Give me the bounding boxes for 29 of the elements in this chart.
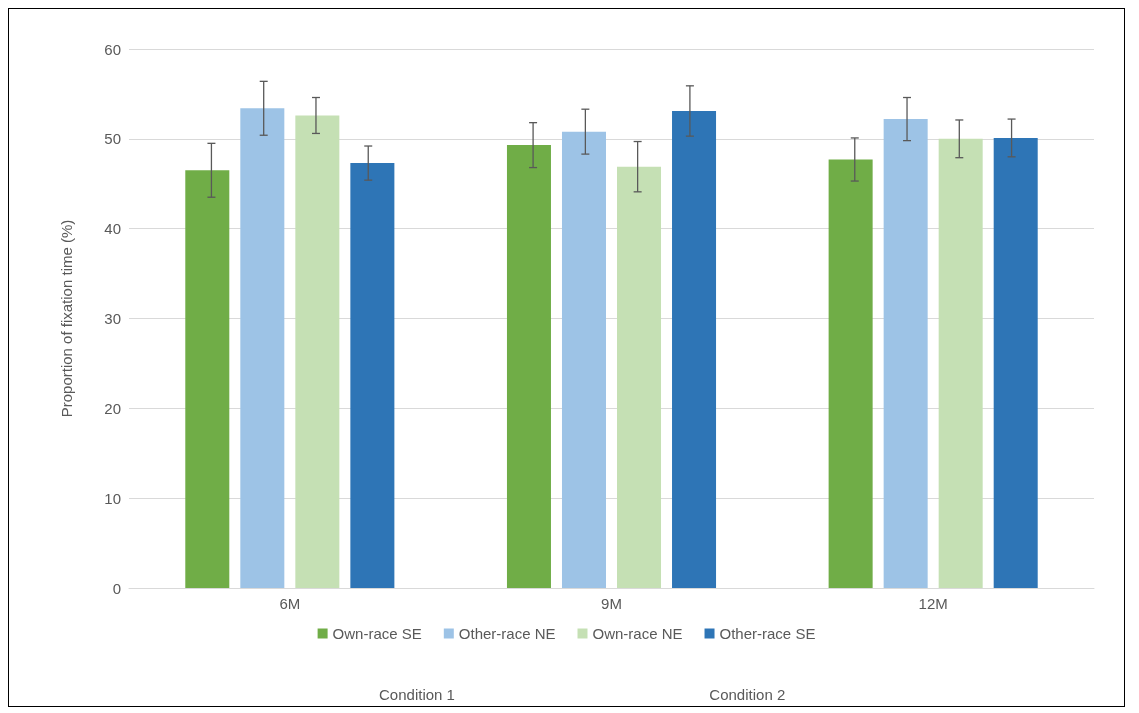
x-tick-label: 12M: [918, 595, 948, 612]
legend-label: Own-race SE: [332, 625, 422, 642]
bar: [617, 166, 662, 588]
y-tick-label: 0: [112, 579, 121, 597]
bar: [828, 159, 873, 588]
y-tick-label: 40: [104, 220, 121, 238]
x-tick-label: 9M: [601, 595, 622, 612]
bar: [295, 115, 340, 588]
bar: [506, 145, 551, 588]
bar: [240, 108, 285, 588]
text: Condition 1: [379, 686, 455, 703]
bar: [883, 119, 928, 588]
bar: [561, 131, 606, 588]
legend-label: Other-race NE: [458, 625, 556, 642]
x-tick-label: 6M: [279, 595, 301, 612]
bar: [350, 163, 395, 588]
bar: [993, 137, 1038, 588]
legend-label: Own-race NE: [592, 625, 683, 642]
bar: [938, 138, 983, 588]
bar: [185, 170, 230, 588]
y-tick-label: 10: [104, 489, 121, 507]
y-axis-title: Proportion of fixation time (%): [58, 219, 75, 418]
y-tick-label: 20: [104, 399, 121, 417]
text: Condition 2: [709, 686, 786, 703]
y-tick-label: 60: [104, 40, 121, 58]
legend-label: Other-race SE: [719, 625, 816, 642]
bar: [672, 110, 717, 588]
y-tick-label: 30: [104, 310, 121, 327]
y-tick-label: 50: [104, 130, 121, 148]
